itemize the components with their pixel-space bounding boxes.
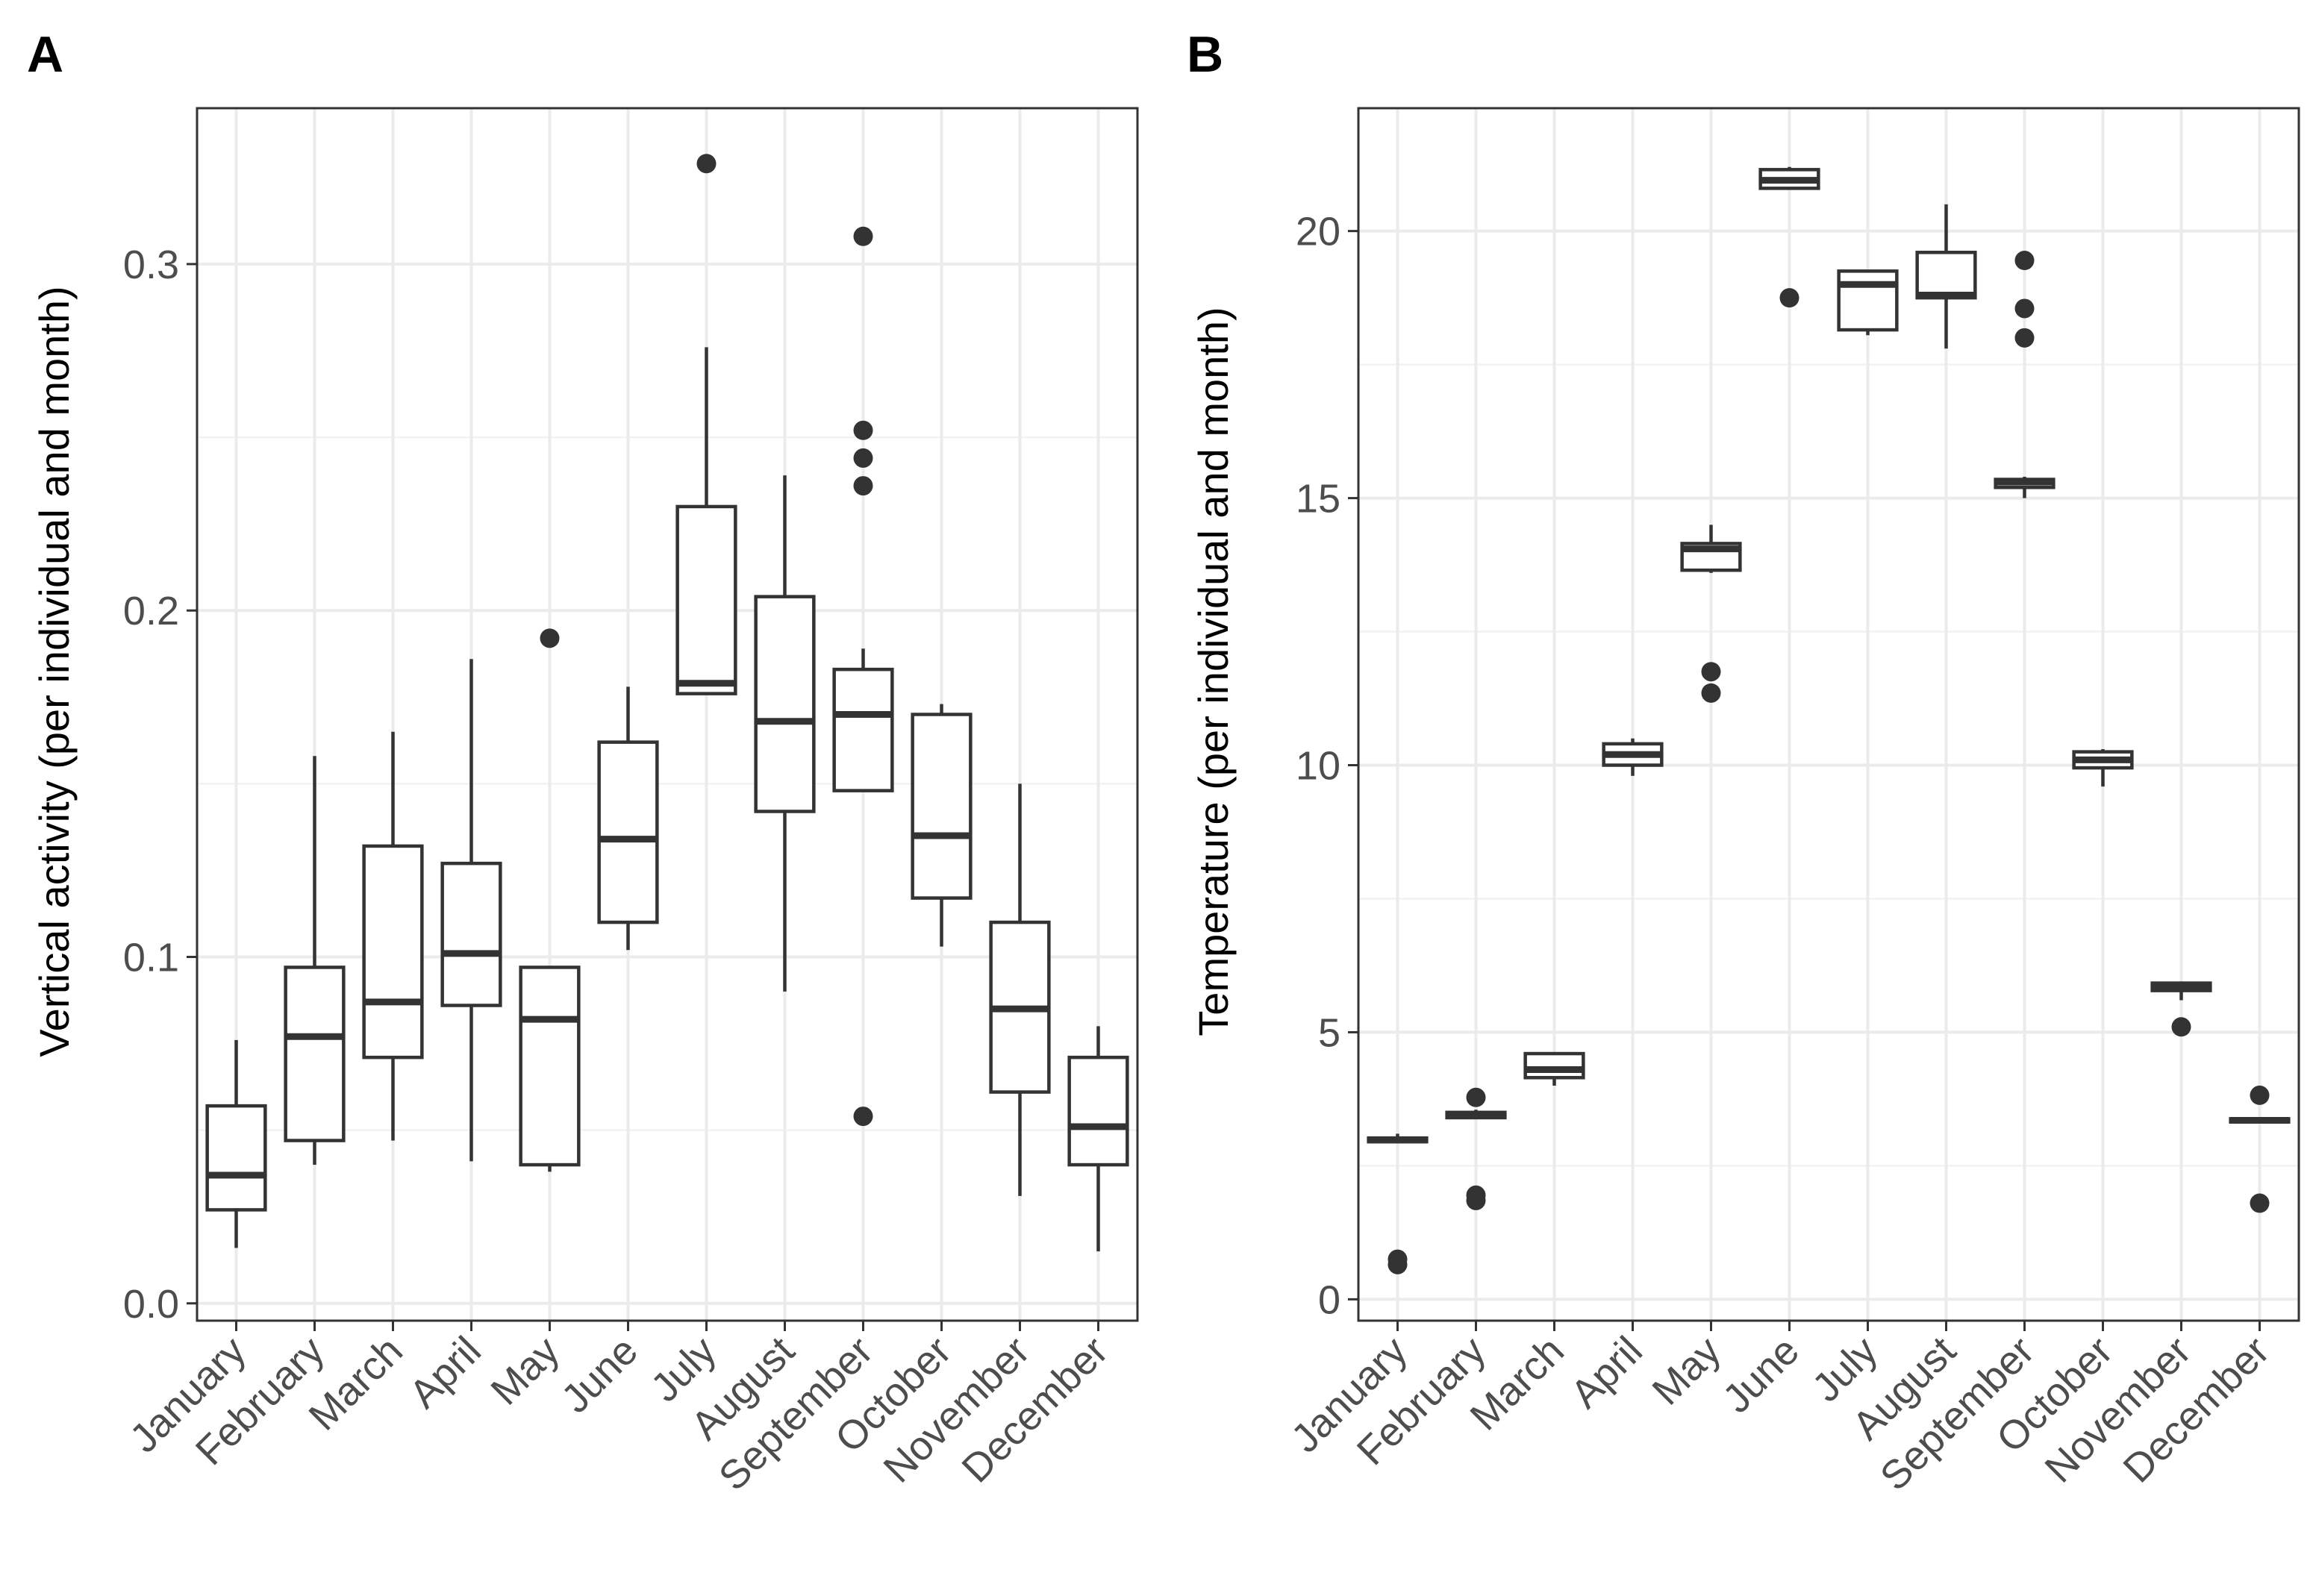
box-iqr [754, 595, 816, 813]
x-tick-label: May [1644, 1328, 1729, 1414]
outlier-point [853, 476, 873, 496]
box-november [2150, 981, 2212, 1037]
box-august [1915, 204, 1977, 349]
box-november [989, 783, 1051, 1196]
box-iqr [911, 713, 973, 900]
y-tick-label: 20 [1296, 210, 1340, 254]
x-tick-label: June [1714, 1328, 1808, 1421]
box-october [911, 704, 973, 947]
box-september [1994, 251, 2056, 498]
outlier-point [853, 448, 873, 468]
box-july [675, 154, 737, 695]
outlier-point [2014, 328, 2035, 348]
outlier-point [853, 420, 873, 440]
panel-b-y-axis-title: Temperature (per individual and month) [1190, 307, 1237, 1036]
y-tick-label: 0 [1318, 1277, 1340, 1322]
y-tick-label: 0.3 [123, 242, 179, 287]
box-iqr [1067, 1055, 1129, 1167]
panel-a-label: A [27, 26, 63, 83]
box-december [2229, 1085, 2291, 1213]
panel-b: B 0 5 10 15 20 JanuaryFebruaryMarchAprilMayJ… [1187, 26, 2300, 1499]
y-tick-label: 0.2 [123, 589, 179, 633]
panel-b-x-axis: JanuaryFebruaryMarchAprilMayJuneJulyAugu… [1283, 1321, 2278, 1499]
outlier-point [2014, 251, 2035, 271]
panel-b-y-axis: 0 5 10 15 20 [1296, 210, 1358, 1322]
box-march [362, 731, 424, 1141]
outlier-point [2250, 1085, 2270, 1105]
outlier-point [2014, 298, 2035, 319]
x-tick-label: April [401, 1328, 490, 1417]
panel-b-boxes [1367, 166, 2291, 1274]
panel-a-boxes [205, 154, 1129, 1252]
box-june [1758, 166, 1820, 308]
outlier-point [853, 226, 873, 246]
panel-b-border [1357, 107, 2300, 1322]
box-march [1523, 1051, 1585, 1086]
box-january [1367, 1133, 1429, 1274]
box-iqr [597, 740, 659, 924]
outlier-point [540, 628, 560, 648]
box-september [832, 226, 894, 1127]
panel-a-y-axis-title: Vertical activity (per individual and mo… [31, 286, 78, 1057]
y-tick-label: 15 [1296, 477, 1340, 522]
box-iqr [832, 667, 894, 792]
panel-a-x-axis: JanuaryFebruaryMarchAprilMayJuneJulyAugu… [122, 1321, 1117, 1499]
outlier-point [2171, 1017, 2191, 1037]
x-tick-label: May [482, 1328, 568, 1414]
box-january [205, 1039, 267, 1248]
box-april [440, 659, 502, 1162]
box-iqr [362, 844, 424, 1060]
outlier-point [2250, 1193, 2270, 1213]
box-iqr [519, 966, 581, 1167]
box-may [519, 628, 581, 1172]
box-february [1445, 1087, 1507, 1210]
box-june [597, 686, 659, 951]
panel-a: A 0.0 0.1 0.2 0.3 JanuaryFebruaryMarchApril… [27, 26, 1139, 1499]
box-october [2072, 749, 2134, 787]
y-tick-label: 0.1 [123, 936, 179, 980]
box-iqr [284, 966, 346, 1142]
outlier-point [1388, 1254, 1408, 1274]
box-iqr [440, 861, 502, 1007]
outlier-point [1701, 662, 1721, 682]
x-tick-label: June [553, 1328, 646, 1421]
box-december [1067, 1026, 1129, 1252]
panel-b-grid [1358, 108, 2299, 1321]
box-iqr [675, 504, 737, 695]
panel-a-border [196, 107, 1139, 1322]
x-tick-label: April [1562, 1328, 1651, 1417]
box-iqr [1837, 269, 1899, 332]
box-july [1837, 269, 1899, 336]
outlier-point [1779, 288, 1799, 308]
box-iqr [205, 1104, 267, 1212]
outlier-point [1466, 1190, 1486, 1210]
outlier-point [1466, 1087, 1486, 1107]
box-iqr [1915, 251, 1977, 300]
y-tick-label: 0.0 [123, 1282, 179, 1327]
box-april [1602, 738, 1664, 776]
outlier-point [696, 154, 717, 174]
outlier-point [853, 1107, 873, 1127]
outlier-point [1701, 683, 1721, 703]
box-february [284, 756, 346, 1165]
y-tick-label: 5 [1318, 1010, 1340, 1055]
box-august [754, 475, 816, 992]
panel-a-y-axis: 0.0 0.1 0.2 0.3 [123, 242, 197, 1327]
panel-b-label: B [1187, 26, 1223, 83]
box-iqr [1523, 1051, 1585, 1080]
y-tick-label: 10 [1296, 744, 1340, 789]
box-may [1680, 525, 1742, 703]
